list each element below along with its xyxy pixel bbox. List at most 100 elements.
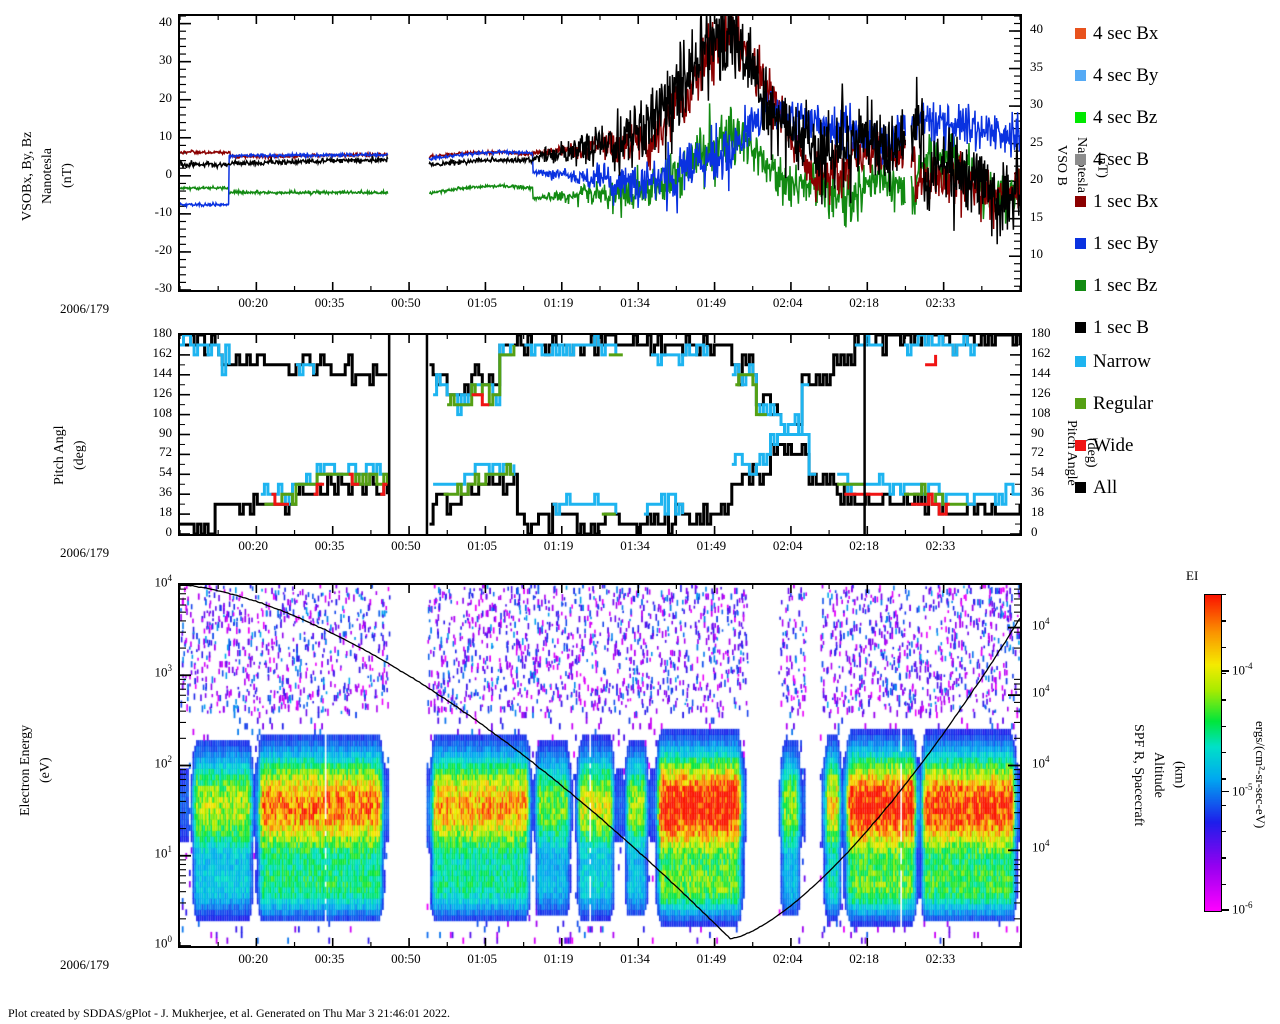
xtick-label: 01:05 (467, 951, 498, 966)
panel3-left-axis-label-line1: Electron Energy (18, 724, 33, 816)
xtick-label: 02:33 (925, 538, 956, 553)
xtick-label: 00:20 (238, 951, 268, 966)
legend-label: 1 sec B (1093, 317, 1149, 338)
panel2-right-axis-title: Pitch Angle (deg) (1063, 398, 1099, 513)
colorbar-minor-tick (1221, 594, 1226, 596)
legend-item-narrow[interactable]: Narrow (1075, 352, 1151, 371)
ytick-label-right: 108 (1031, 404, 1051, 420)
colorbar-units-text: ergs/(cm²-sr-sec-eV) (1252, 721, 1268, 829)
ytick-label: -10 (154, 203, 172, 219)
colorbar-minor-tick (1221, 725, 1226, 727)
legend-swatch-icon (1075, 322, 1086, 333)
xtick-label: 00:50 (391, 295, 421, 310)
ytick-label-right: 25 (1030, 133, 1043, 149)
ytick-label-right: 0 (1031, 524, 1038, 539)
panel2-left-axis-label-line1: Pitch Angl (52, 425, 67, 485)
xtick-label: 00:35 (314, 951, 345, 966)
ytick-label: 100 (154, 934, 173, 951)
xtick-label: 02:04 (772, 295, 803, 310)
ytick-label: 103 (154, 663, 173, 680)
ytick-label: 162 (152, 344, 173, 360)
ytick-label-right: 40 (1030, 21, 1043, 36)
colorbar-minor-tick (1221, 883, 1226, 885)
legend-swatch-icon (1075, 398, 1086, 409)
panel1-left-axis-label-line3: (nT) (60, 163, 76, 189)
ytick-label-right: 104 (1032, 753, 1050, 770)
ytick-label: 40 (159, 13, 172, 29)
legend-item-1-sec-by[interactable]: 1 sec By (1075, 234, 1158, 253)
legend-swatch-icon (1075, 238, 1086, 249)
xtick-label: 01:34 (620, 295, 650, 310)
ytick-label: 104 (154, 573, 173, 590)
ytick-label-right: 15 (1030, 208, 1043, 224)
pitch-angle-panel (178, 333, 1022, 536)
xtick-label: 01:49 (696, 951, 727, 966)
xtick-label: 01:19 (543, 951, 574, 966)
xtick-label: 02:33 (925, 951, 956, 966)
legend-item-4-sec-bz[interactable]: 4 sec Bz (1075, 108, 1157, 127)
colorbar-tick (1221, 790, 1229, 792)
colorbar-units-label: ergs/(cm²-sr-sec-eV) (1252, 690, 1268, 865)
panel1-right-axis-label-line3: (nT) (1094, 152, 1110, 178)
legend-label: 1 sec Bz (1093, 275, 1158, 296)
legend-item-4-sec-bx[interactable]: 4 sec Bx (1075, 24, 1158, 43)
xtick-label: 00:50 (391, 538, 421, 553)
ytick-label: 0 (165, 165, 173, 181)
colorbar-minor-tick (1221, 804, 1226, 806)
ytick-label: -20 (154, 241, 172, 257)
panel2-left-axis-label-line2: (deg) (72, 440, 88, 470)
spectrogram-canvas (180, 585, 1020, 946)
ytick-label: 180 (152, 325, 173, 340)
legend-item-4-sec-by[interactable]: 4 sec By (1075, 66, 1158, 85)
xtick-label: 00:20 (238, 295, 268, 310)
legend-item-1-sec-b[interactable]: 1 sec B (1075, 318, 1149, 337)
legend: 4 sec Bx 4 sec By 4 sec Bz 4 sec B 1 sec Bx 1… (1075, 10, 1275, 540)
xtick-label: 02:18 (849, 538, 879, 553)
legend-swatch-icon (1075, 70, 1086, 81)
magnetic-field-panel (178, 14, 1022, 292)
legend-item-1-sec-bx[interactable]: 1 sec Bx (1075, 192, 1158, 211)
colorbar-tick-label: 10-6 (1232, 900, 1253, 917)
panel1-right-axis-label-line1: VSO B (1054, 144, 1070, 186)
legend-item-wide[interactable]: Wide (1075, 436, 1133, 455)
xtick-label: 00:50 (391, 951, 421, 966)
xtick-label: 01:05 (467, 538, 498, 553)
ytick-label-right: 162 (1031, 344, 1051, 360)
colorbar-minor-tick (1221, 646, 1226, 648)
ytick-label: 144 (152, 364, 173, 380)
ytick-label-right: 104 (1032, 615, 1050, 632)
legend-item-4-sec-b[interactable]: 4 sec B (1075, 150, 1149, 169)
ytick-label-right: 30 (1030, 96, 1043, 112)
panel2-date-label: 2006/179 (60, 545, 110, 560)
legend-swatch-icon (1075, 280, 1086, 291)
ytick-label: 18 (159, 504, 172, 520)
ytick-label-right: 54 (1031, 464, 1044, 480)
ytick-label: 72 (159, 444, 172, 460)
legend-label: 1 sec By (1093, 233, 1159, 254)
ytick-label-right: 10 (1030, 246, 1043, 262)
panel3-right-axis-label-line2: Altitude (1151, 752, 1167, 798)
legend-item-all[interactable]: All (1075, 478, 1117, 497)
legend-item-regular[interactable]: Regular (1075, 394, 1153, 413)
colorbar-minor-tick (1221, 752, 1226, 754)
ytick-label-right: 144 (1031, 364, 1051, 380)
legend-item-1-sec-bz[interactable]: 1 sec Bz (1075, 276, 1157, 295)
ytick-label-right: 104 (1032, 838, 1050, 855)
xtick-label: 00:35 (314, 538, 345, 553)
legend-label: All (1093, 477, 1118, 498)
colorbar-minor-tick (1221, 673, 1226, 675)
ytick-label-right: 35 (1030, 58, 1043, 74)
legend-label: 4 sec Bz (1093, 107, 1158, 128)
panel1-date-label: 2006/179 (60, 301, 110, 316)
ytick-label: 10 (159, 127, 172, 143)
panel3-left-axis-title: Electron Energy (eV) (18, 700, 54, 845)
legend-swatch-icon (1075, 154, 1086, 165)
xtick-label: 02:33 (925, 295, 956, 310)
ytick-label: 90 (159, 424, 172, 440)
ytick-label: 0 (165, 524, 173, 539)
panel1-left-axis-title: VSOBx, By, Bz Nanotesla (nT) (20, 96, 140, 261)
xtick-label: 02:04 (772, 538, 803, 553)
ytick-label: 126 (152, 384, 173, 400)
xtick-label: 01:05 (467, 295, 498, 310)
